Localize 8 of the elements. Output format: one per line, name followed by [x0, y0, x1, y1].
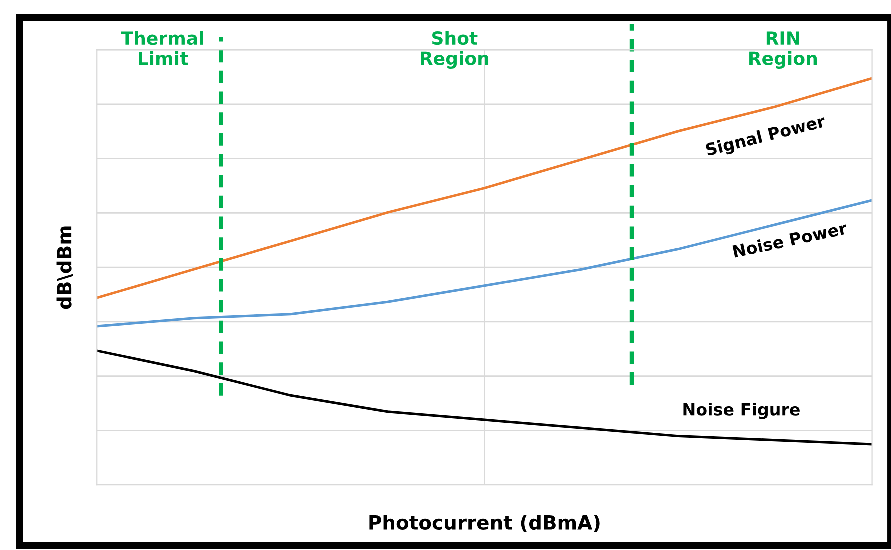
series-label: Noise Figure — [684, 403, 800, 420]
text: Signal Power — [705, 114, 828, 160]
text: RIN Region — [750, 32, 817, 69]
text: Shot Region — [421, 31, 489, 69]
text: Thermal Limit — [121, 31, 204, 66]
text: Noise Power — [732, 221, 848, 258]
y-axis-title: dB\dBm — [56, 226, 74, 310]
x-axis-title: Photocurrent (dBmA) — [370, 514, 600, 532]
